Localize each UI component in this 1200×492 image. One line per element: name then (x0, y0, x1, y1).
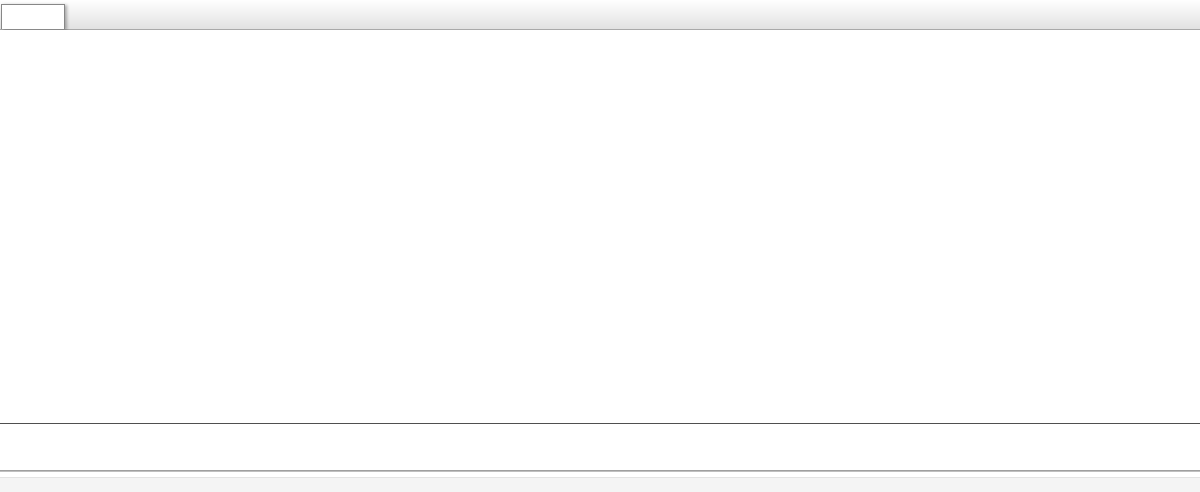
panel-divider (0, 470, 1200, 472)
x-axis (0, 423, 1200, 450)
chart-toolbar (0, 0, 1200, 30)
legend-swatch-icon (8, 12, 19, 23)
plot-area[interactable] (0, 30, 1200, 423)
footer-strip (0, 477, 1200, 492)
chart-canvas (0, 30, 1200, 423)
legend-tab-sp500[interactable] (1, 4, 65, 29)
